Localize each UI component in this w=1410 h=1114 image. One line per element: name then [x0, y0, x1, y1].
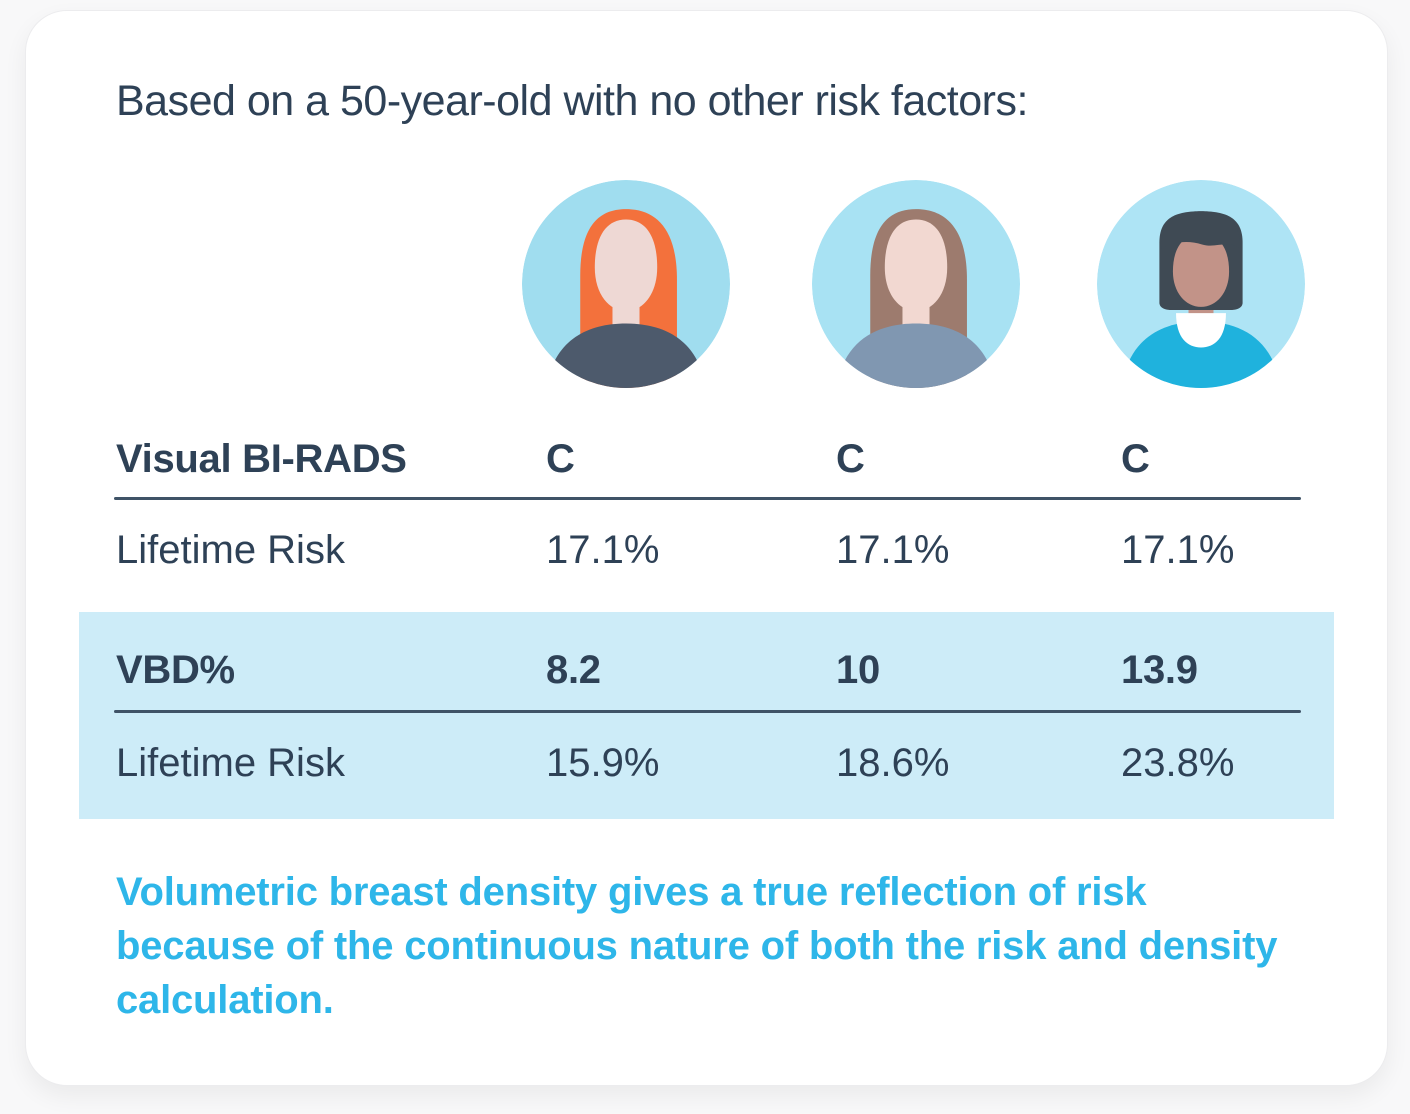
- cell-value: 15.9%: [546, 741, 660, 785]
- cell-value: 18.6%: [836, 741, 950, 785]
- divider-line: [114, 497, 1301, 500]
- table-row-vbd: VBD% 8.2 10 13.9: [79, 642, 1334, 698]
- table-row-visual-birads: Visual BI-RADS C C C: [26, 431, 1387, 487]
- cell-value: 13.9: [1121, 648, 1198, 692]
- avatar-body: [834, 323, 998, 388]
- cell-value: 23.8%: [1121, 741, 1235, 785]
- takeaway-note: Volumetric breast density gives a true r…: [116, 870, 1278, 1022]
- avatar-face: [594, 219, 658, 312]
- row-label: Lifetime Risk: [116, 528, 345, 572]
- avatar-body: [544, 323, 708, 388]
- avatar-face: [1172, 234, 1230, 307]
- avatar-bangs: [1161, 211, 1241, 249]
- infographic-card: Based on a 50-year-old with no other ris…: [25, 10, 1388, 1086]
- page-title: Based on a 50-year-old with no other ris…: [116, 77, 1028, 125]
- woman-dark-bob-avatar-icon: [1097, 180, 1305, 388]
- vbd-highlight-section: VBD% 8.2 10 13.9 Lifetime Risk 15.9% 18.…: [79, 612, 1334, 819]
- row-label: VBD%: [116, 648, 235, 692]
- avatar-row: [26, 180, 1387, 388]
- cell-value: C: [1121, 437, 1150, 481]
- table-row-lifetime-risk-visual: Lifetime Risk 17.1% 17.1% 17.1%: [26, 522, 1387, 578]
- avatar-collar: [1176, 313, 1226, 348]
- avatar: [1097, 180, 1387, 388]
- cell-value: 17.1%: [546, 528, 660, 572]
- table-row-lifetime-risk-vbd: Lifetime Risk 15.9% 18.6% 23.8%: [79, 735, 1334, 791]
- cell-value: C: [836, 437, 865, 481]
- avatar-body: [1119, 321, 1283, 388]
- row-label: Visual BI-RADS: [116, 437, 407, 481]
- cell-value: 17.1%: [1121, 528, 1235, 572]
- woman-red-hair-avatar-icon: [522, 180, 730, 388]
- cell-value: C: [546, 437, 575, 481]
- avatar: [812, 180, 1121, 388]
- cell-value: 17.1%: [836, 528, 950, 572]
- divider-line: [114, 710, 1301, 713]
- row-label: Lifetime Risk: [116, 741, 345, 785]
- cell-value: 10: [836, 648, 880, 692]
- avatar: [522, 180, 836, 388]
- avatar-face: [884, 219, 948, 312]
- cell-value: 8.2: [546, 648, 601, 692]
- woman-brown-hair-avatar-icon: [812, 180, 1020, 388]
